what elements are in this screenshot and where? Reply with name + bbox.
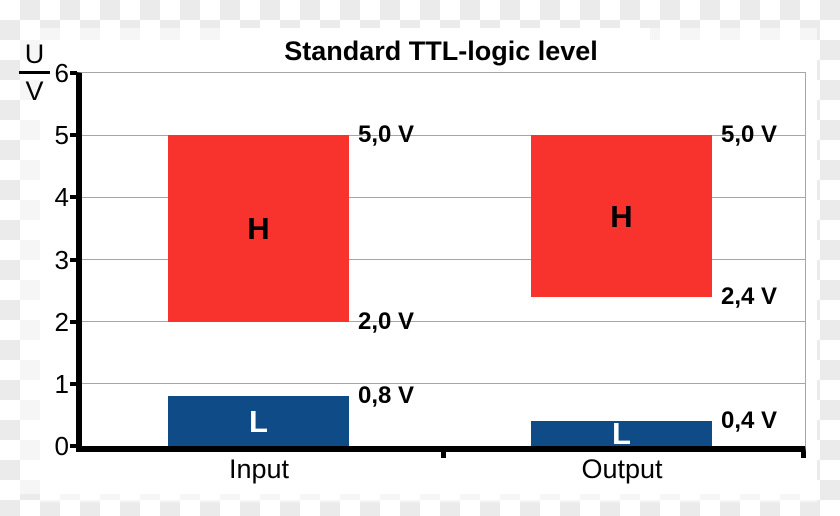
y-tick-mark-1 — [70, 381, 77, 386]
y-tick-mark-4 — [70, 195, 77, 200]
bar-output-l: L — [531, 416, 712, 452]
bar-letter-input-l: L — [249, 403, 268, 439]
gridline-1 — [82, 383, 805, 385]
bar-letter-input-h: H — [247, 210, 270, 246]
value-label-input-h-top: 5,0 V — [358, 121, 415, 149]
bar-letter-output-h: H — [610, 198, 633, 234]
y-tick-mark-6 — [70, 71, 77, 75]
y-tick-mark-0 — [70, 444, 77, 448]
category-label-output: Output — [581, 454, 663, 484]
y-tick-mark-3 — [70, 257, 77, 262]
plot-area: H 5,0 V 2,0 V L 0,8 V H 5,0 V 2,4 V L 0,4 V — [76, 72, 806, 458]
y-tick-mark-2 — [70, 319, 77, 324]
chart-figure: Standard TTL-logic level H 5,0 V 2,0 V L 0,8… — [40, 36, 817, 494]
value-label-output-l-top: 0,4 V — [721, 407, 778, 435]
title-backing — [230, 28, 650, 42]
value-label-input-l-top: 0,8 V — [358, 382, 415, 410]
gridline-4 — [82, 196, 805, 198]
y-tick-label-6: 6 — [54, 58, 69, 88]
value-label-output-h-top: 5,0 V — [721, 121, 778, 149]
category-label-input: Input — [228, 454, 290, 484]
value-label-input-h-bottom: 2,0 V — [358, 307, 415, 335]
gridline-3 — [82, 259, 805, 260]
y-tick-mark-5 — [70, 133, 77, 138]
y-tick-label-3: 3 — [54, 244, 69, 275]
y-tick-label-1: 1 — [54, 368, 69, 399]
y-axis-unit-numerator: U — [19, 38, 50, 74]
y-axis-unit-denominator: V — [25, 76, 44, 106]
y-tick-label-4: 4 — [54, 182, 69, 213]
bar-letter-output-l: L — [612, 416, 631, 452]
x-tick-mark-mid — [440, 452, 446, 458]
y-tick-label-2: 2 — [54, 306, 69, 337]
gridline-5 — [82, 134, 805, 136]
bar-output-h: H — [531, 135, 712, 297]
bar-input-l: L — [168, 396, 349, 446]
x-tick-mark-right — [801, 452, 806, 458]
y-tick-label-5: 5 — [54, 120, 69, 151]
figure-edge-fade-bottom — [40, 494, 817, 502]
bar-input-h: H — [168, 135, 349, 322]
plot-interior: H 5,0 V 2,0 V L 0,8 V H 5,0 V 2,4 V L 0,4 V — [82, 73, 805, 452]
y-tick-label-0: 0 — [54, 431, 69, 461]
figure-edge-fade-left — [20, 40, 40, 494]
chart-title: Standard TTL-logic level — [284, 36, 598, 66]
gridline-2 — [82, 321, 805, 323]
value-label-output-h-bottom: 2,4 V — [721, 282, 778, 310]
y-axis-unit-label: U V — [19, 38, 50, 107]
